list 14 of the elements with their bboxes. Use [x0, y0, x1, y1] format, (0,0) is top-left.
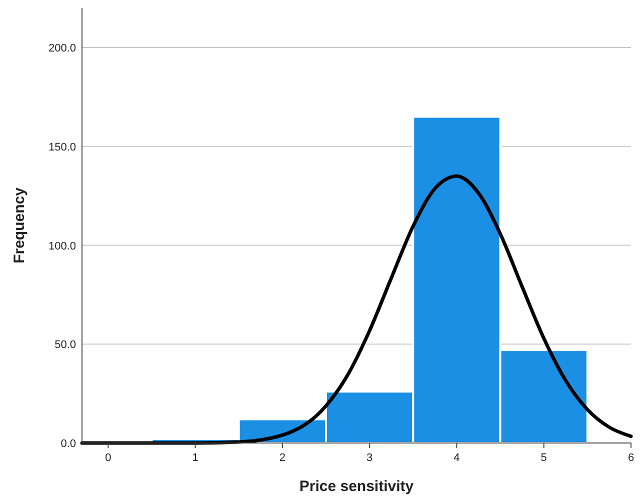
y-tick-label: 100.0 — [48, 240, 76, 252]
x-tick-label: 4 — [454, 452, 460, 464]
y-tick-label: 0.0 — [60, 438, 76, 450]
x-tick-label: 5 — [540, 452, 547, 464]
x-tick-label: 0 — [105, 452, 112, 464]
x-tick-label: 2 — [279, 452, 286, 464]
y-tick-label: 150.0 — [48, 141, 76, 154]
x-tick-label: 6 — [628, 452, 634, 464]
y-tick-label: 50.0 — [54, 339, 76, 352]
x-axis-title: Price sensitivity — [299, 478, 414, 495]
x-tick-label: 3 — [366, 452, 373, 464]
y-tick-label: 200.0 — [48, 42, 76, 55]
y-axis-title: Frequency — [11, 186, 28, 264]
x-tick-label: 1 — [192, 452, 198, 464]
